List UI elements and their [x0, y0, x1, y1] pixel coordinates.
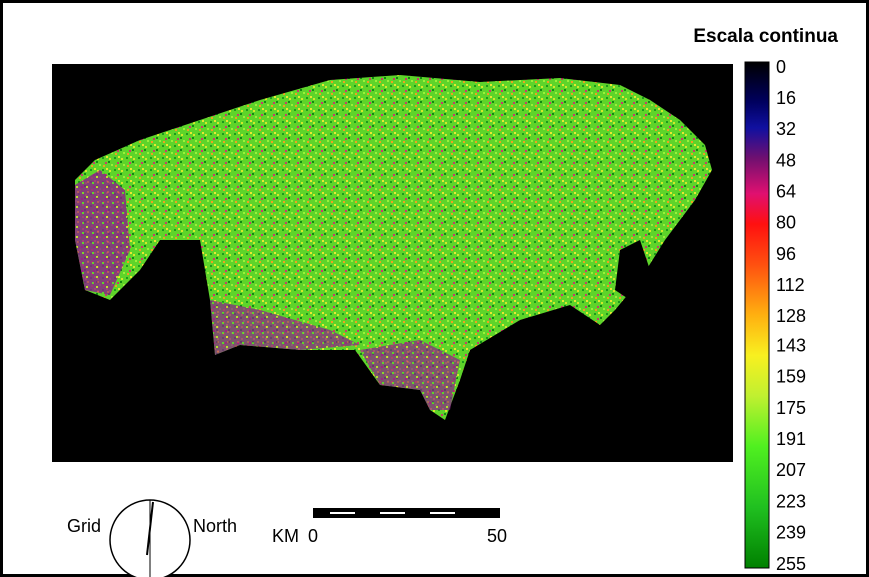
legend-tick-label: 96 — [776, 244, 796, 264]
color-ramp — [745, 62, 769, 568]
scale-bar-segment — [380, 512, 405, 514]
legend-tick-label: 143 — [776, 335, 806, 355]
legend-tick-label: 128 — [776, 306, 806, 326]
compass-label: Grid — [67, 516, 101, 536]
legend-tick-label: 32 — [776, 119, 796, 139]
legend-tick-label: 80 — [776, 213, 796, 233]
compass-label: North — [193, 516, 237, 536]
scale-bar-segment — [430, 512, 455, 514]
legend-tick-label: 48 — [776, 150, 796, 170]
legend-tick-label: 175 — [776, 398, 806, 418]
legend-tick-label: 159 — [776, 367, 806, 387]
scale-unit: KM — [272, 526, 299, 546]
legend-title: Escala continua — [693, 26, 838, 47]
legend-tick-label: 112 — [776, 275, 805, 295]
legend-tick-label: 255 — [776, 554, 806, 574]
legend-tick-label: 0 — [776, 57, 786, 77]
legend-tick-label: 16 — [776, 88, 796, 108]
legend-tick-label: 191 — [776, 429, 806, 449]
scale-start: 0 — [308, 526, 318, 546]
scale-end: 50 — [487, 526, 507, 546]
map-window: Escala continua 0 16 32 48 64 80 96 112 128 143 15… — [0, 0, 869, 577]
legend-tick-label: 223 — [776, 491, 806, 511]
scale-bar-segment — [330, 512, 355, 514]
legend-tick-label: 64 — [776, 181, 796, 201]
legend-tick-label: 239 — [776, 523, 806, 543]
legend-tick-label: 207 — [776, 460, 806, 480]
